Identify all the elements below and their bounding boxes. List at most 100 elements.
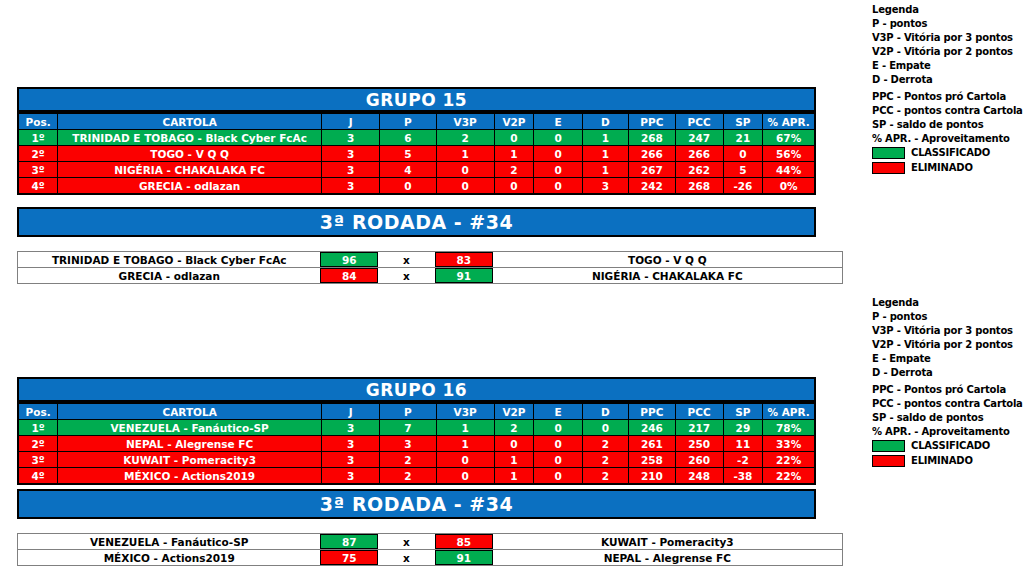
cell-j: 3 (321, 452, 379, 467)
cell-p: 3 (379, 436, 435, 451)
col-header-pcc: PCC (675, 114, 723, 129)
match-away-score: 83 (435, 252, 493, 267)
group15-standings-table: Pos. CARTOLA J P V3P V2P E D PPC PCC SP … (17, 112, 816, 195)
cell-p: 4 (379, 162, 435, 177)
cell-v3p: 0 (436, 452, 494, 467)
match-away-team: TOGO - V Q Q (493, 252, 842, 267)
col-header-e: E (533, 404, 581, 419)
legend-eliminado-label: ELIMINADO (911, 161, 973, 175)
cell-p: 0 (379, 178, 435, 193)
cell-v2p: 0 (494, 130, 534, 145)
col-header-pos: Pos. (19, 114, 57, 129)
cell-pos: 2º (19, 436, 57, 451)
cell-pos: 3º (19, 452, 57, 467)
cell-cartola: MÉXICO - Actions2019 (57, 468, 321, 483)
standings-header-row: Pos. CARTOLA J P V3P V2P E D PPC PCC SP … (19, 404, 814, 419)
match-versus: x (378, 268, 435, 283)
match-row: VENEZUELA - Fanáutico-SP 87 x 85 KUWAIT … (18, 534, 842, 549)
legend-bottom: Legenda P - pontos V3P - Vitória por 3 p… (872, 296, 1024, 468)
legend-eliminado-row: ELIMINADO (872, 161, 1024, 176)
col-header-e: E (533, 114, 581, 129)
cell-j: 3 (321, 146, 379, 161)
cell-d: 3 (582, 178, 628, 193)
legend-line: % APR. - Aproveitamento (872, 132, 1024, 146)
legend-classificado-label: CLASSIFICADO (911, 439, 990, 453)
cell-j: 3 (321, 436, 379, 451)
legend-line: E - Empate (872, 352, 1024, 366)
standings-row: 4º MÉXICO - Actions2019 3 2 0 1 0 2 210 … (19, 467, 814, 483)
cell-p: 7 (379, 420, 435, 435)
cell-pcc: 260 (675, 452, 723, 467)
col-header-v2p: V2P (494, 404, 534, 419)
cell-pcc: 247 (675, 130, 723, 145)
cell-cartola: NEPAL - Alegrense FC (57, 436, 321, 451)
cell-ppc: 210 (628, 468, 675, 483)
cell-v3p: 1 (436, 146, 494, 161)
standings-row: 2º NEPAL - Alegrense FC 3 3 1 0 0 2 261 … (19, 435, 814, 451)
match-versus: x (378, 534, 435, 549)
col-header-pcc: PCC (675, 404, 723, 419)
cell-v2p: 1 (494, 452, 534, 467)
cell-apr: 33% (762, 436, 814, 451)
match-versus: x (378, 252, 435, 267)
standings-row: 1º VENEZUELA - Fanáutico-SP 3 7 1 2 0 0 … (19, 419, 814, 435)
group15-results-table: TRINIDAD E TOBAGO - Black Cyber FcAc 96 … (17, 251, 843, 284)
cell-v3p: 0 (436, 162, 494, 177)
legend-line: V2P - Vitória por 2 pontos (872, 45, 1024, 59)
match-home-score: 96 (320, 252, 378, 267)
cell-pcc: 248 (675, 468, 723, 483)
cell-cartola: KUWAIT - Pomeracity3 (57, 452, 321, 467)
cell-ppc: 261 (628, 436, 675, 451)
legend-title: Legenda (872, 296, 1024, 310)
group16-round-banner: 3ª RODADA - #34 (17, 489, 816, 519)
col-header-d: D (582, 114, 628, 129)
standings-row: 3º KUWAIT - Pomeracity3 3 2 0 1 0 2 258 … (19, 451, 814, 467)
standings-row: 2º TOGO - V Q Q 3 5 1 1 0 1 266 266 0 56… (19, 145, 814, 161)
cell-ppc: 267 (628, 162, 675, 177)
classificado-swatch (872, 440, 905, 452)
cell-pos: 4º (19, 468, 57, 483)
legend-line: D - Derrota (872, 73, 1024, 87)
cell-pcc: 250 (675, 436, 723, 451)
col-header-p: P (379, 114, 435, 129)
cell-e: 0 (533, 146, 581, 161)
legend-eliminado-label: ELIMINADO (911, 454, 973, 468)
match-away-score: 85 (435, 534, 493, 549)
cell-sp: -38 (723, 468, 763, 483)
cell-apr: 22% (762, 468, 814, 483)
col-header-cartola: CARTOLA (57, 404, 321, 419)
cell-sp: 29 (723, 420, 763, 435)
cell-apr: 0% (762, 178, 814, 193)
match-row: TRINIDAD E TOBAGO - Black Cyber FcAc 96 … (18, 252, 842, 267)
cell-sp: -26 (723, 178, 763, 193)
cell-apr: 44% (762, 162, 814, 177)
report-page: GRUPO 15 Pos. CARTOLA J P V3P V2P E D PP… (0, 0, 1024, 570)
cell-p: 6 (379, 130, 435, 145)
cell-v3p: 0 (436, 468, 494, 483)
legend-line: PCC - pontos contra Cartola (872, 104, 1024, 118)
col-header-p: P (379, 404, 435, 419)
cell-j: 3 (321, 162, 379, 177)
legend-eliminado-row: ELIMINADO (872, 454, 1024, 469)
col-header-cartola: CARTOLA (57, 114, 321, 129)
cell-j: 3 (321, 468, 379, 483)
cell-ppc: 246 (628, 420, 675, 435)
col-header-pos: Pos. (19, 404, 57, 419)
group15-round-banner: 3ª RODADA - #34 (17, 207, 816, 237)
legend-title: Legenda (872, 3, 1024, 17)
legend-line: E - Empate (872, 59, 1024, 73)
legend-line: PPC - Pontos pró Cartola (872, 90, 1024, 104)
cell-j: 3 (321, 178, 379, 193)
cell-apr: 56% (762, 146, 814, 161)
col-header-ppc: PPC (628, 114, 675, 129)
standings-row: 3º NIGÉRIA - CHAKALAKA FC 3 4 0 2 0 1 26… (19, 161, 814, 177)
legend-line: D - Derrota (872, 366, 1024, 380)
cell-d: 2 (582, 468, 628, 483)
cell-d: 0 (582, 420, 628, 435)
col-header-apr: % APR. (762, 404, 814, 419)
col-header-v3p: V3P (436, 404, 494, 419)
cell-sp: 5 (723, 162, 763, 177)
legend-line: SP - saldo de pontos (872, 411, 1024, 425)
group15-title-banner: GRUPO 15 (17, 87, 816, 112)
cell-cartola: TOGO - V Q Q (57, 146, 321, 161)
